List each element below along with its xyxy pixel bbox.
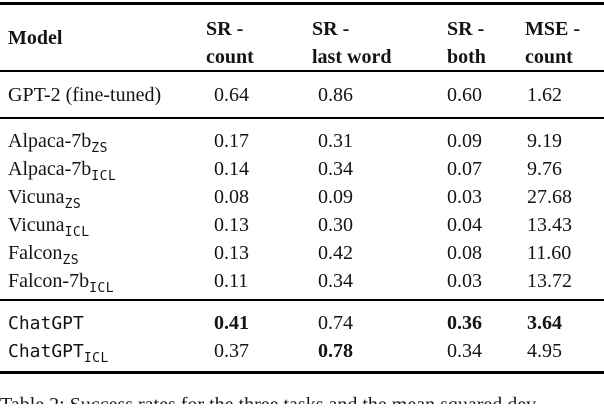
table-row: FalconZS 0.13 0.42 0.08 11.60 (0, 239, 604, 270)
value-cell: 0.09 (447, 130, 482, 152)
value-cell: 0.64 (214, 83, 249, 106)
table-caption-text: Table 2: Success rates for the three tas… (0, 395, 604, 404)
model-name-cell: ChatGPT (0, 309, 206, 338)
value-cell: 0.14 (214, 158, 249, 180)
column-header-line1: MSE - (525, 18, 580, 40)
table-mid-rule (0, 70, 604, 72)
value-cell: 0.08 (447, 242, 482, 264)
model-name-cell: Falcon-7bICL (0, 267, 206, 298)
column-header-sr-last-word: SR - last word (312, 5, 447, 71)
value-cell: 0.03 (447, 270, 482, 292)
value-cell: 0.03 (447, 186, 482, 208)
model-name-cell: ChatGPTICL (0, 337, 206, 368)
model-base-name: ChatGPT (8, 313, 84, 334)
value-cell: 4.95 (527, 340, 562, 362)
model-subscript: ICL (91, 169, 117, 184)
table-header-row: Model SR - count SR - last word SR - bot… (0, 5, 604, 70)
value-cell: 0.13 (214, 242, 249, 264)
value-cell: 3.64 (527, 312, 562, 334)
table-row: GPT-2 (fine-tuned) 0.64 0.86 0.60 1.62 (0, 81, 604, 109)
model-base-name: Vicuna (8, 186, 65, 208)
model-base-name: Alpaca-7b (8, 158, 92, 180)
value-cell: 9.76 (527, 158, 562, 180)
column-header-sr-both: SR - both (447, 5, 525, 71)
model-name-cell: VicunaZS (0, 183, 206, 214)
table-row: Alpaca-7bICL 0.14 0.34 0.07 9.76 (0, 155, 604, 186)
column-header-line2: last word (312, 46, 392, 68)
value-cell: 0.36 (447, 312, 482, 334)
value-cell: 0.34 (318, 270, 353, 292)
value-cell: 0.07 (447, 158, 482, 180)
model-name-cell: FalconZS (0, 239, 206, 270)
value-cell: 0.17 (214, 130, 249, 152)
column-header-line2: count (206, 46, 254, 68)
column-header-sr-count: SR - count (206, 5, 312, 71)
column-header-line1: SR - (447, 18, 485, 40)
model-name-cell: GPT-2 (fine-tuned) (0, 81, 206, 109)
value-cell: 0.11 (214, 270, 249, 292)
value-cell: 0.04 (447, 214, 482, 236)
value-cell: 0.34 (318, 158, 353, 180)
value-cell: 1.62 (527, 83, 562, 106)
value-cell: 0.30 (318, 214, 353, 236)
value-cell: 13.72 (527, 270, 572, 292)
model-base-name: Falcon (8, 242, 63, 264)
model-name-cell: VicunaICL (0, 211, 206, 242)
table-row: Alpaca-7bZS 0.17 0.31 0.09 9.19 (0, 127, 604, 158)
model-name-cell: Alpaca-7bZS (0, 127, 206, 158)
value-cell: 0.31 (318, 130, 353, 152)
model-subscript: ICL (89, 281, 115, 296)
value-cell: 0.42 (318, 242, 353, 264)
model-subscript: ICL (83, 351, 109, 366)
table-row: ChatGPTICL 0.37 0.78 0.34 4.95 (0, 337, 604, 368)
value-cell: 0.60 (447, 83, 482, 106)
model-base-name: ChatGPT (8, 341, 84, 362)
column-header-mse-count: MSE - count (525, 5, 604, 71)
value-cell: 0.09 (318, 186, 353, 208)
value-cell: 13.43 (527, 214, 572, 236)
column-header-line1: SR - (206, 18, 244, 40)
table-row: VicunaICL 0.13 0.30 0.04 13.43 (0, 211, 604, 242)
model-base-name: Falcon-7b (8, 270, 90, 292)
table-group-open-models: Alpaca-7bZS 0.17 0.31 0.09 9.19 Alpaca-7bICL 0… (0, 119, 604, 299)
table-row: ChatGPT 0.41 0.74 0.36 3.64 (0, 309, 604, 337)
value-cell: 11.60 (527, 242, 572, 264)
value-cell: 0.13 (214, 214, 249, 236)
value-cell: 0.08 (214, 186, 249, 208)
table-row: VicunaZS 0.08 0.09 0.03 27.68 (0, 183, 604, 214)
table-top-rule (0, 2, 604, 5)
model-subscript: ZS (91, 141, 108, 156)
column-header-line2: both (447, 46, 486, 68)
model-base-name: Vicuna (8, 214, 65, 236)
model-base-name: Alpaca-7b (8, 130, 92, 152)
column-header-line1: SR - (312, 18, 350, 40)
column-header-model: Model (8, 27, 63, 49)
value-cell: 0.34 (447, 340, 482, 362)
model-subscript: ZS (64, 197, 82, 212)
value-cell: 0.37 (214, 340, 249, 362)
table-caption-clipped: Table 2: Success rates for the three tas… (0, 395, 604, 404)
column-header-line2: count (525, 46, 573, 68)
model-base-name: GPT-2 (fine-tuned) (8, 83, 162, 106)
value-cell: 0.74 (318, 312, 353, 334)
table-row: Falcon-7bICL 0.11 0.34 0.03 13.72 (0, 267, 604, 298)
value-cell: 0.78 (318, 340, 353, 362)
table-bottom-rule (0, 371, 604, 374)
value-cell: 0.86 (318, 83, 353, 106)
model-subscript: ICL (64, 225, 90, 240)
value-cell: 27.68 (527, 186, 572, 208)
table-group-finetuned: GPT-2 (fine-tuned) 0.64 0.86 0.60 1.62 (0, 72, 604, 117)
value-cell: 0.41 (214, 312, 249, 334)
table-group-chatgpt: ChatGPT 0.41 0.74 0.36 3.64 ChatGPTICL 0.37 0.7… (0, 301, 604, 371)
model-name-cell: Alpaca-7bICL (0, 155, 206, 186)
value-cell: 9.19 (527, 130, 562, 152)
table-mid-rule (0, 299, 604, 301)
model-subscript: ZS (62, 253, 80, 268)
table-mid-rule (0, 117, 604, 119)
